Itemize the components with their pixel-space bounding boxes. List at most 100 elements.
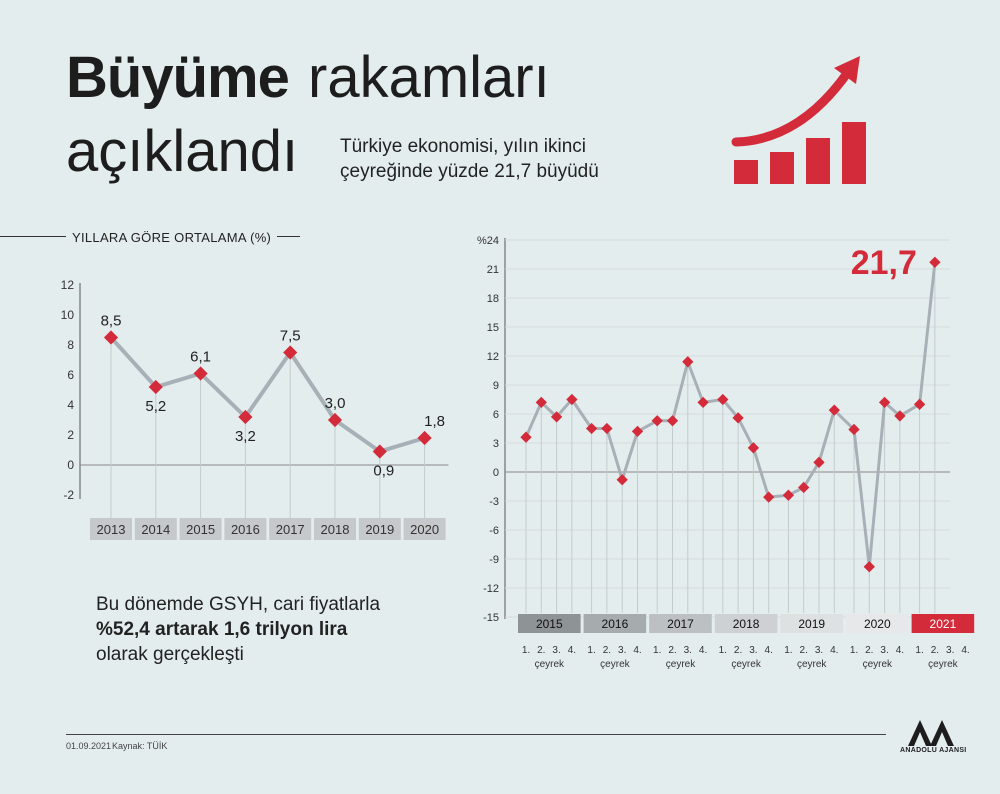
category-label: 2015 xyxy=(186,522,215,537)
quarter-word: çeyrek xyxy=(863,659,893,670)
quarter-label: 2. xyxy=(865,645,873,656)
anadolu-logo-icon xyxy=(908,720,954,746)
quarter-label: 3. xyxy=(552,645,560,656)
y-tick-label: 12 xyxy=(61,278,75,292)
y-tick-label: -15 xyxy=(483,612,499,624)
quarter-label: 1. xyxy=(522,645,530,656)
quarter-label: 4. xyxy=(568,645,576,656)
data-point xyxy=(732,412,744,424)
data-point xyxy=(238,409,253,425)
data-point xyxy=(848,423,860,436)
footer-source: Kaynak: TÜİK xyxy=(112,741,168,751)
y-tick-label: -12 xyxy=(483,583,499,595)
logo-text: ANADOLU AJANSI xyxy=(900,747,967,754)
quarter-word: çeyrek xyxy=(535,659,565,670)
quarter-label: 2. xyxy=(734,645,742,656)
category-box xyxy=(403,518,446,540)
data-point xyxy=(283,345,298,360)
quarter-label: 2. xyxy=(668,645,676,656)
y-tick-label: 3 xyxy=(493,438,499,450)
data-label: 8,5 xyxy=(101,313,122,330)
data-point xyxy=(929,256,941,268)
category-label: 2019 xyxy=(365,522,394,537)
quarter-label: 4. xyxy=(699,645,707,656)
note-part2: olarak gerçekleşti xyxy=(96,644,244,665)
quarter-label: 3. xyxy=(749,645,757,656)
data-point xyxy=(763,491,775,503)
data-label: 0,9 xyxy=(373,463,394,480)
y-tick-label: 6 xyxy=(493,409,499,421)
quarter-label: 1. xyxy=(784,645,792,656)
data-point xyxy=(372,444,387,459)
year-label: 2016 xyxy=(602,617,629,631)
data-point xyxy=(520,431,532,443)
data-label: 1,8 xyxy=(424,413,445,430)
y-tick-label: -6 xyxy=(489,525,499,537)
data-point xyxy=(828,404,840,416)
quarter-label: 2. xyxy=(603,645,611,656)
highlight-label: 21,7 xyxy=(851,244,917,282)
quarter-word: çeyrek xyxy=(666,659,696,670)
quarter-word: çeyrek xyxy=(731,659,761,670)
data-point xyxy=(148,379,163,395)
quarter-label: 4. xyxy=(633,645,641,656)
category-label: 2020 xyxy=(410,522,439,537)
subtitle-line1: Türkiye ekonomisi, yılın ikinci xyxy=(340,136,587,157)
data-point xyxy=(697,396,709,409)
title-bold: Büyüme xyxy=(66,45,290,110)
quarter-label: 1. xyxy=(850,645,858,656)
quarter-word: çeyrek xyxy=(600,659,630,670)
data-point xyxy=(193,366,208,381)
y-tick-label: 6 xyxy=(67,368,74,382)
quarter-label: 4. xyxy=(765,645,773,656)
y-tick-label: 12 xyxy=(487,351,499,363)
data-point xyxy=(863,561,875,573)
quarter-label: 1. xyxy=(587,645,595,656)
data-point xyxy=(878,396,891,409)
data-point xyxy=(417,430,432,446)
quarter-label: 1. xyxy=(719,645,727,656)
quarter-label: 1. xyxy=(915,645,923,656)
note-bold: %52,4 artarak 1,6 trilyon lira xyxy=(96,619,348,640)
year-box xyxy=(583,614,647,633)
y-tick-label: 9 xyxy=(493,380,499,392)
year-label: 2020 xyxy=(864,617,891,631)
section-label: YILLARA GÖRE ORTALAMA (%) xyxy=(66,230,278,245)
quarter-word: çeyrek xyxy=(928,659,958,670)
footer-divider xyxy=(66,734,886,735)
y-tick-label: 0 xyxy=(67,458,74,472)
category-box xyxy=(90,518,132,540)
title-line2: açıklandı xyxy=(66,119,299,184)
data-label: 5,2 xyxy=(145,398,166,415)
year-label: 2019 xyxy=(798,617,825,631)
quarter-label: 4. xyxy=(961,645,969,656)
y-tick-label: -3 xyxy=(489,496,499,508)
subtitle: Türkiye ekonomisi, yılın ikinci çeyreğin… xyxy=(340,134,640,184)
data-point xyxy=(913,398,926,410)
data-point xyxy=(798,481,810,494)
data-point xyxy=(747,442,760,454)
note-part1: Bu dönemde GSYH, cari fiyatlarla xyxy=(96,594,381,615)
category-label: 2017 xyxy=(276,522,305,537)
category-label: 2016 xyxy=(231,522,260,537)
data-point xyxy=(666,415,679,427)
y-tick-label: %24 xyxy=(477,235,499,247)
quarter-label: 4. xyxy=(896,645,904,656)
y-tick-label: 0 xyxy=(493,467,499,479)
data-label: 6,1 xyxy=(190,349,211,366)
data-point xyxy=(782,489,795,501)
year-label: 2021 xyxy=(930,617,957,631)
quarter-label: 3. xyxy=(684,645,692,656)
data-point xyxy=(894,410,906,422)
footer-date: 01.09.2021 xyxy=(66,741,112,751)
year-box xyxy=(518,614,581,633)
data-point xyxy=(616,474,628,486)
subtitle-line2: çeyreğinde yüzde 21,7 büyüdü xyxy=(340,161,599,182)
quarter-label: 2. xyxy=(800,645,808,656)
data-label: 3,0 xyxy=(325,395,346,412)
quarter-label: 3. xyxy=(946,645,954,656)
year-box xyxy=(714,614,778,633)
data-point xyxy=(717,393,729,406)
year-label: 2017 xyxy=(667,617,694,631)
category-label: 2013 xyxy=(97,522,126,537)
